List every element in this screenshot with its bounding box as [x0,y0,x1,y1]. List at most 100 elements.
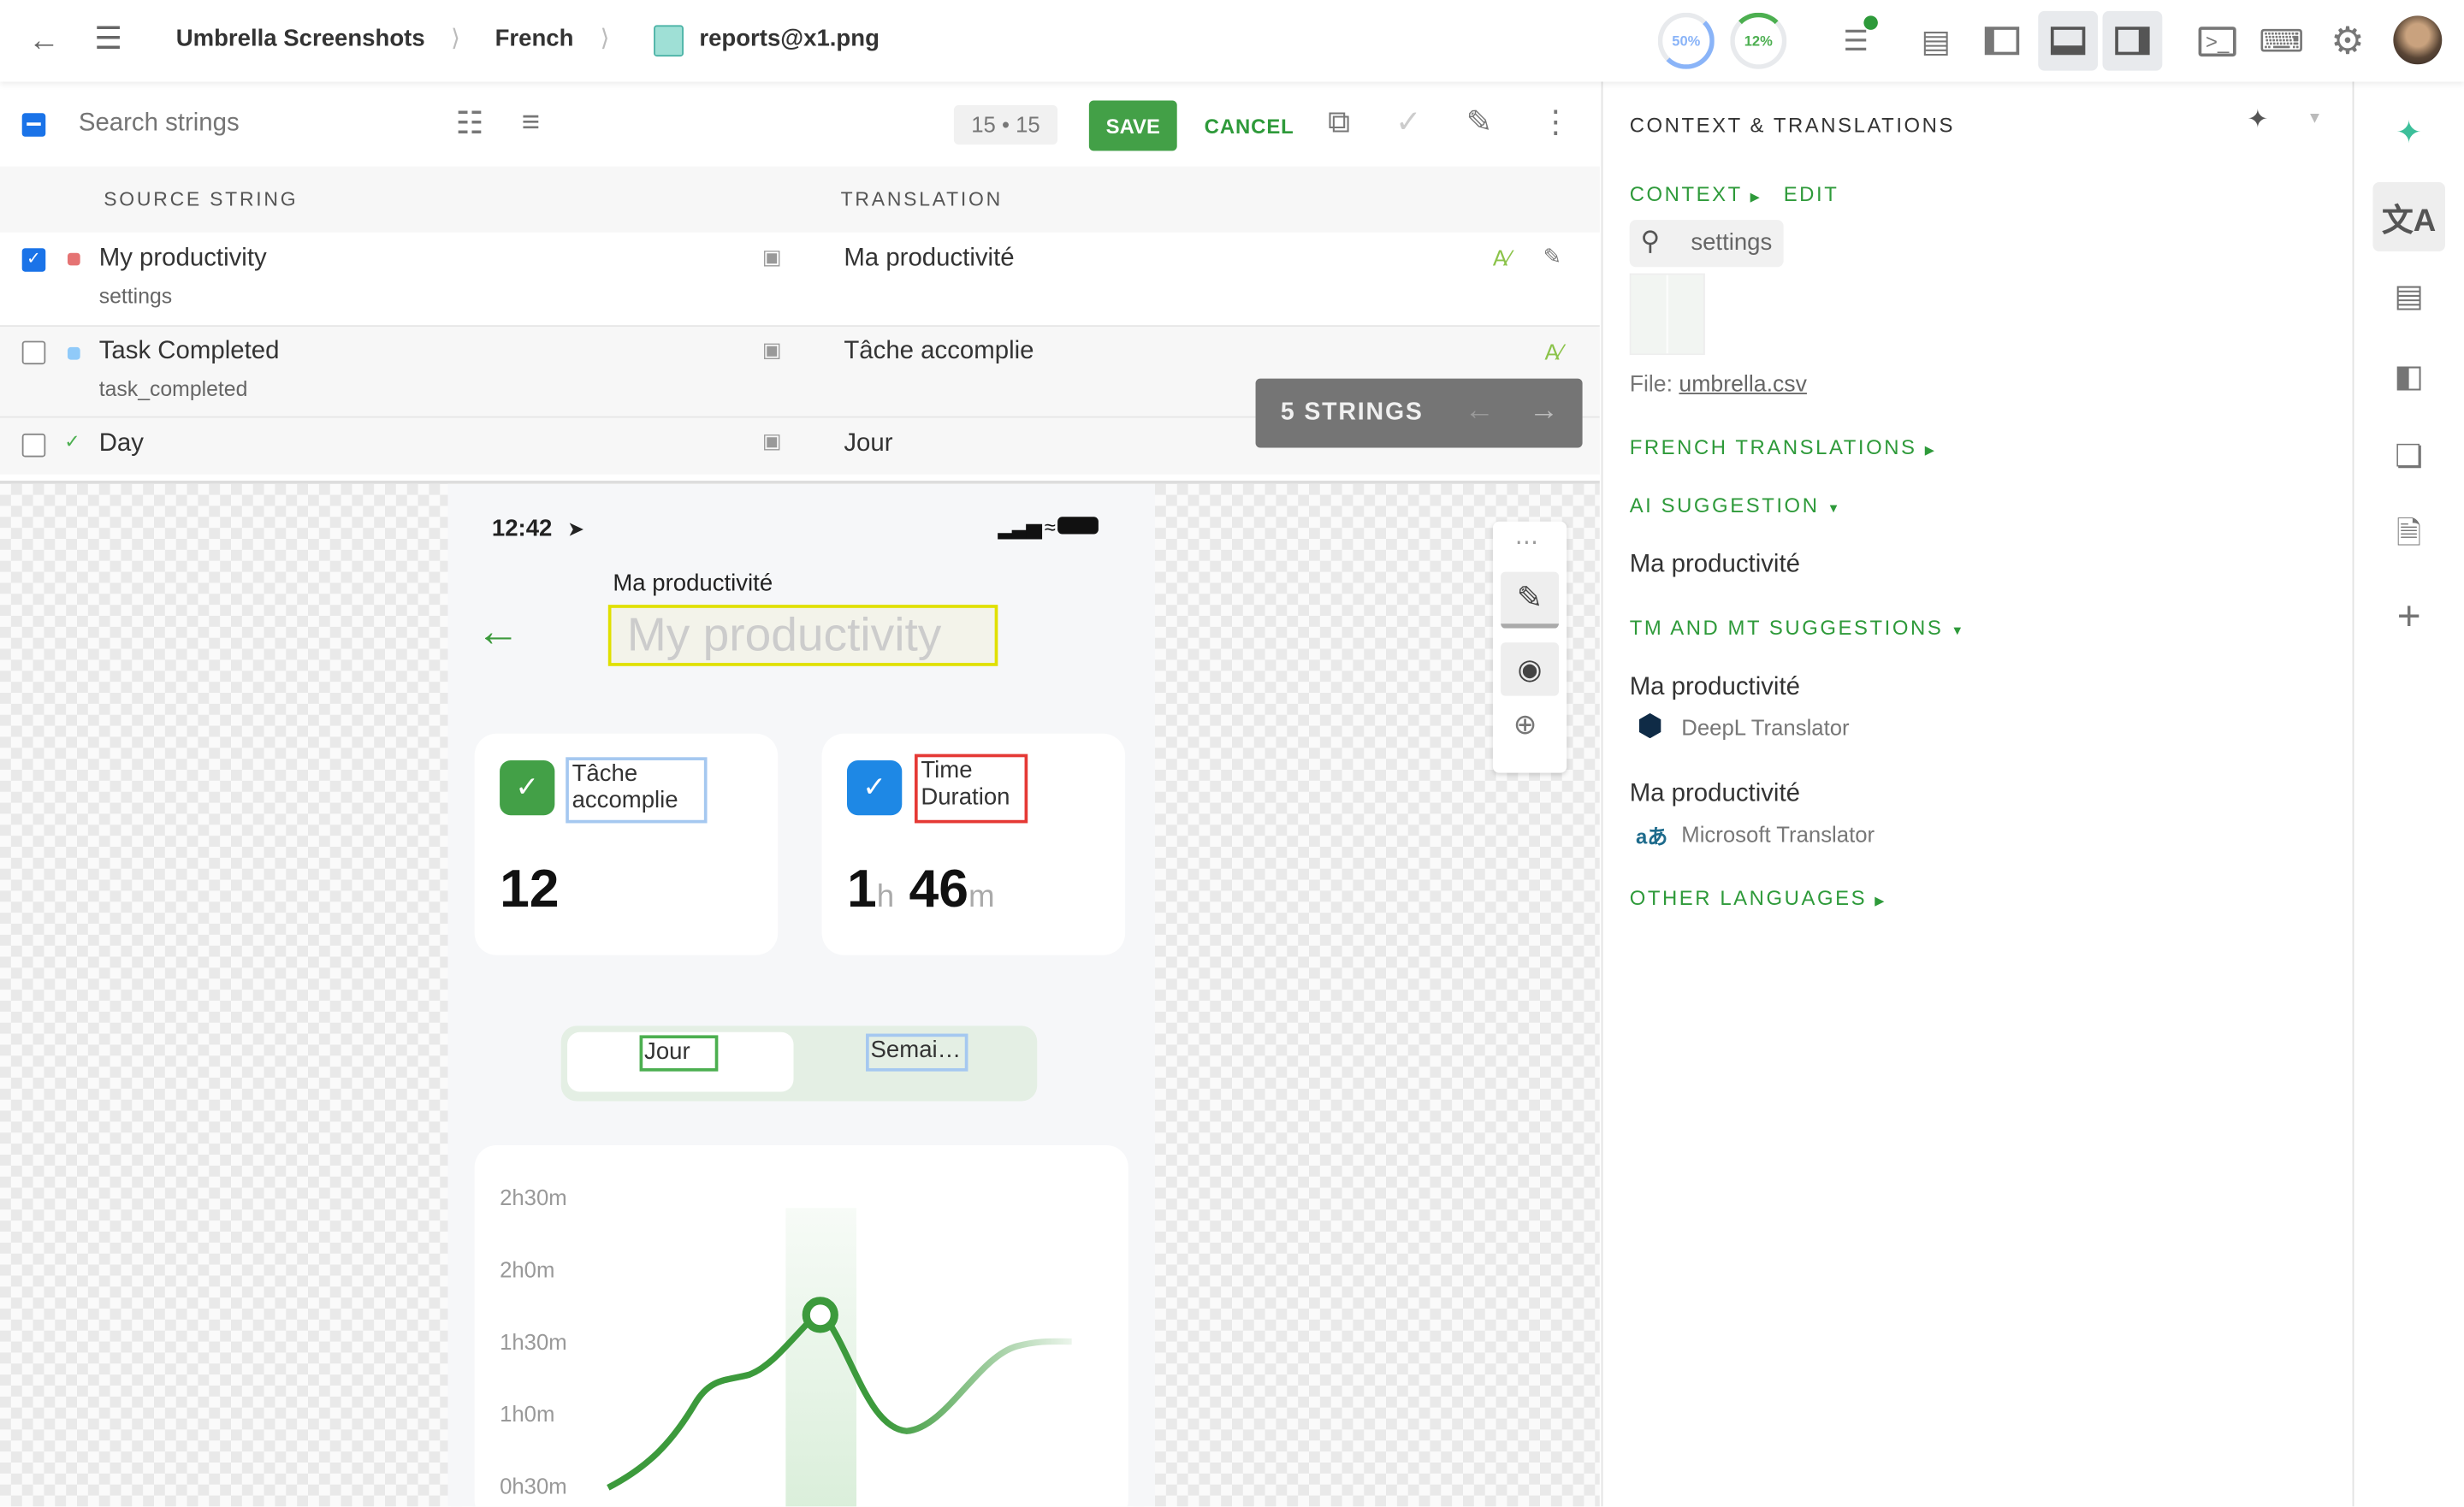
table-header: SOURCE STRING TRANSLATION [0,166,1600,233]
translate-icon[interactable]: 文A [2372,182,2445,251]
screenshot-icon[interactable]: ▣ [761,428,782,452]
copy-source-icon[interactable]: ⧉ [1328,105,1351,140]
breadcrumb-project[interactable]: Umbrella Screenshots [175,25,425,52]
bottom-panel-icon[interactable] [2038,10,2099,71]
progress-ring-translated[interactable]: 50% [1657,12,1715,69]
key-chip[interactable]: ⚲ settings [1629,220,1784,268]
add-icon[interactable]: + [2396,591,2421,639]
panel-title: CONTEXT & TRANSLATIONS [1629,113,1956,137]
ai-suggestion-text[interactable]: Ma productivité [1629,551,1800,578]
spellcheck-icon: A⁄ [1492,245,1512,270]
search-input[interactable] [78,103,424,145]
mt-suggestion-text[interactable]: Ma productivité [1629,673,1800,701]
translation-text[interactable]: Ma productivité [844,245,1015,272]
pencil-icon[interactable]: ✎ [1466,105,1493,140]
y-tick-label: 2h0m [500,1256,555,1282]
mt-suggestion-text[interactable]: Ma productivité [1629,780,1800,808]
strings-navigation-toast: 5 STRINGS ← → [1255,378,1583,448]
gear-icon[interactable]: ⚙ [2331,19,2365,62]
approve-check-icon[interactable]: ✓ [1395,105,1422,140]
row-checkbox[interactable] [21,340,46,365]
previous-arrow-icon[interactable]: ← [1464,394,1495,428]
file-link[interactable]: umbrella.csv [1679,372,1807,398]
chevron-right-icon: ⟩ [451,25,460,52]
provider-name: Microsoft Translator [1681,821,1875,847]
table-row[interactable]: ✓ My productivity settings ▣ Ma producti… [0,232,1600,328]
task-check-icon: ✓ [500,759,555,816]
status-dot [67,346,80,360]
dropdown-icon[interactable]: ▼ [2307,109,2323,127]
tab-day[interactable] [567,1031,794,1092]
source-text: Task Completed [98,337,280,365]
progress-label: 50% [1672,33,1701,49]
string-highlight-task[interactable]: Tâche accomplie [566,757,708,824]
overlay-translation: Ma productivité [613,570,773,597]
keyboard-icon[interactable]: ⌨ [2259,24,2305,59]
left-panel-icon[interactable] [1972,11,2032,71]
row-checkbox[interactable]: ✓ [21,248,46,272]
menu-icon[interactable]: ☰ [94,21,123,57]
phone-back-arrow-icon: ← [476,606,520,655]
string-highlight-title[interactable]: Ma productivité [607,570,998,666]
edit-list-icon[interactable]: ☰ [1826,11,1886,71]
table-view-icon[interactable]: ▤ [1921,24,1952,59]
row-checkbox[interactable] [21,433,46,458]
eye-icon[interactable]: ◉ [1501,642,1560,696]
comments-icon[interactable]: ▤ [2394,279,2425,314]
select-all-checkbox[interactable] [21,113,46,137]
context-panel: CONTEXT & TRANSLATIONS ✦ ▼ CONTEXT ▶ EDI… [1601,81,2353,1507]
chart-card: 2h30m 2h0m 1h30m 1h0m 0h30m [474,1144,1128,1507]
terminal-icon[interactable]: >_ [2188,11,2248,71]
back-arrow-icon[interactable]: ← [28,23,60,58]
tm-mt-suggestions-toggle[interactable]: TM AND MT SUGGESTIONS ▼ [1629,615,1966,640]
tasks-card: ✓ Tâche accomplie 12 [474,733,779,955]
screenshot-icon[interactable]: ▣ [761,337,782,362]
string-highlight-week[interactable]: Semai… [866,1033,968,1072]
y-tick-label: 1h30m [500,1328,567,1355]
right-sidebar: ✦ 文A ▤ ◧ ❏ 🗎 + [2352,81,2464,1507]
translation-text[interactable]: Jour [844,430,893,458]
signal-wifi-battery-icon: ▂▃▅ ≈ [998,515,1099,540]
drag-handle-icon[interactable]: ⋯ [1514,529,1539,557]
file-info-icon[interactable]: 🗎 [2396,517,2422,552]
screenshot-preview: 12:42 ➤ ▂▃▅ ≈ ← Ma productivité My produ… [0,481,1600,1507]
avatar[interactable] [2393,15,2443,65]
overlay-source: Time Duration [921,757,1010,811]
duration-check-icon: ✓ [846,759,903,816]
filter-sliders-icon[interactable]: ☷ [455,106,484,142]
key-icon: ⚲ [1640,226,1661,257]
ai-sparkle-icon[interactable]: ✦ [2396,115,2423,151]
period-tabs: Jour Semai… [560,1025,1038,1102]
right-panel-icon[interactable] [2102,10,2163,71]
table-row[interactable]: Task Completed task_completed ▣ Tâche ac… [0,327,1600,418]
progress-ring-approved[interactable]: 12% [1730,12,1787,69]
context-section-toggle[interactable]: CONTEXT ▶ [1629,182,1762,206]
zoom-in-icon[interactable]: ⊕ [1513,708,1537,741]
y-tick-label: 0h30m [500,1473,567,1499]
string-highlight-duration[interactable]: Time Duration [914,754,1028,824]
duration-card: ✓ Time Duration 1h 46m [821,733,1126,955]
cancel-button[interactable]: CANCEL [1198,101,1301,151]
spellcheck-icon: A⁄ [1544,339,1563,365]
edit-context-button[interactable]: EDIT [1783,182,1839,206]
more-vert-icon[interactable]: ⋮ [1539,105,1572,140]
breadcrumb-language[interactable]: French [495,25,574,52]
string-highlight-day[interactable]: Jour [639,1035,719,1072]
glossary-icon[interactable]: ◧ [2394,358,2425,394]
screenshot-thumbnail[interactable] [1629,273,1705,356]
translation-text[interactable]: Tâche accomplie [844,337,1034,365]
library-icon[interactable]: ❏ [2395,439,2424,474]
provider-name: DeepL Translator [1681,714,1850,741]
save-button[interactable]: SAVE [1088,100,1177,151]
unpin-icon[interactable]: ✦ [2247,106,2269,134]
other-languages-toggle[interactable]: OTHER LANGUAGES ▶ [1629,885,1887,910]
next-arrow-icon[interactable]: → [1529,394,1560,428]
screenshot-icon[interactable]: ▣ [761,245,782,269]
pencil-icon[interactable]: ✎ [1501,571,1560,629]
filter-icon[interactable]: ≡ [521,105,541,140]
check-status-icon: ✓ [64,430,80,452]
pencil-icon[interactable]: ✎ [1543,243,1562,269]
french-translations-toggle[interactable]: FRENCH TRANSLATIONS ▶ [1629,434,1937,459]
ai-suggestion-toggle[interactable]: AI SUGGESTION ▼ [1629,493,1842,517]
string-counter: 15 • 15 [953,105,1058,145]
